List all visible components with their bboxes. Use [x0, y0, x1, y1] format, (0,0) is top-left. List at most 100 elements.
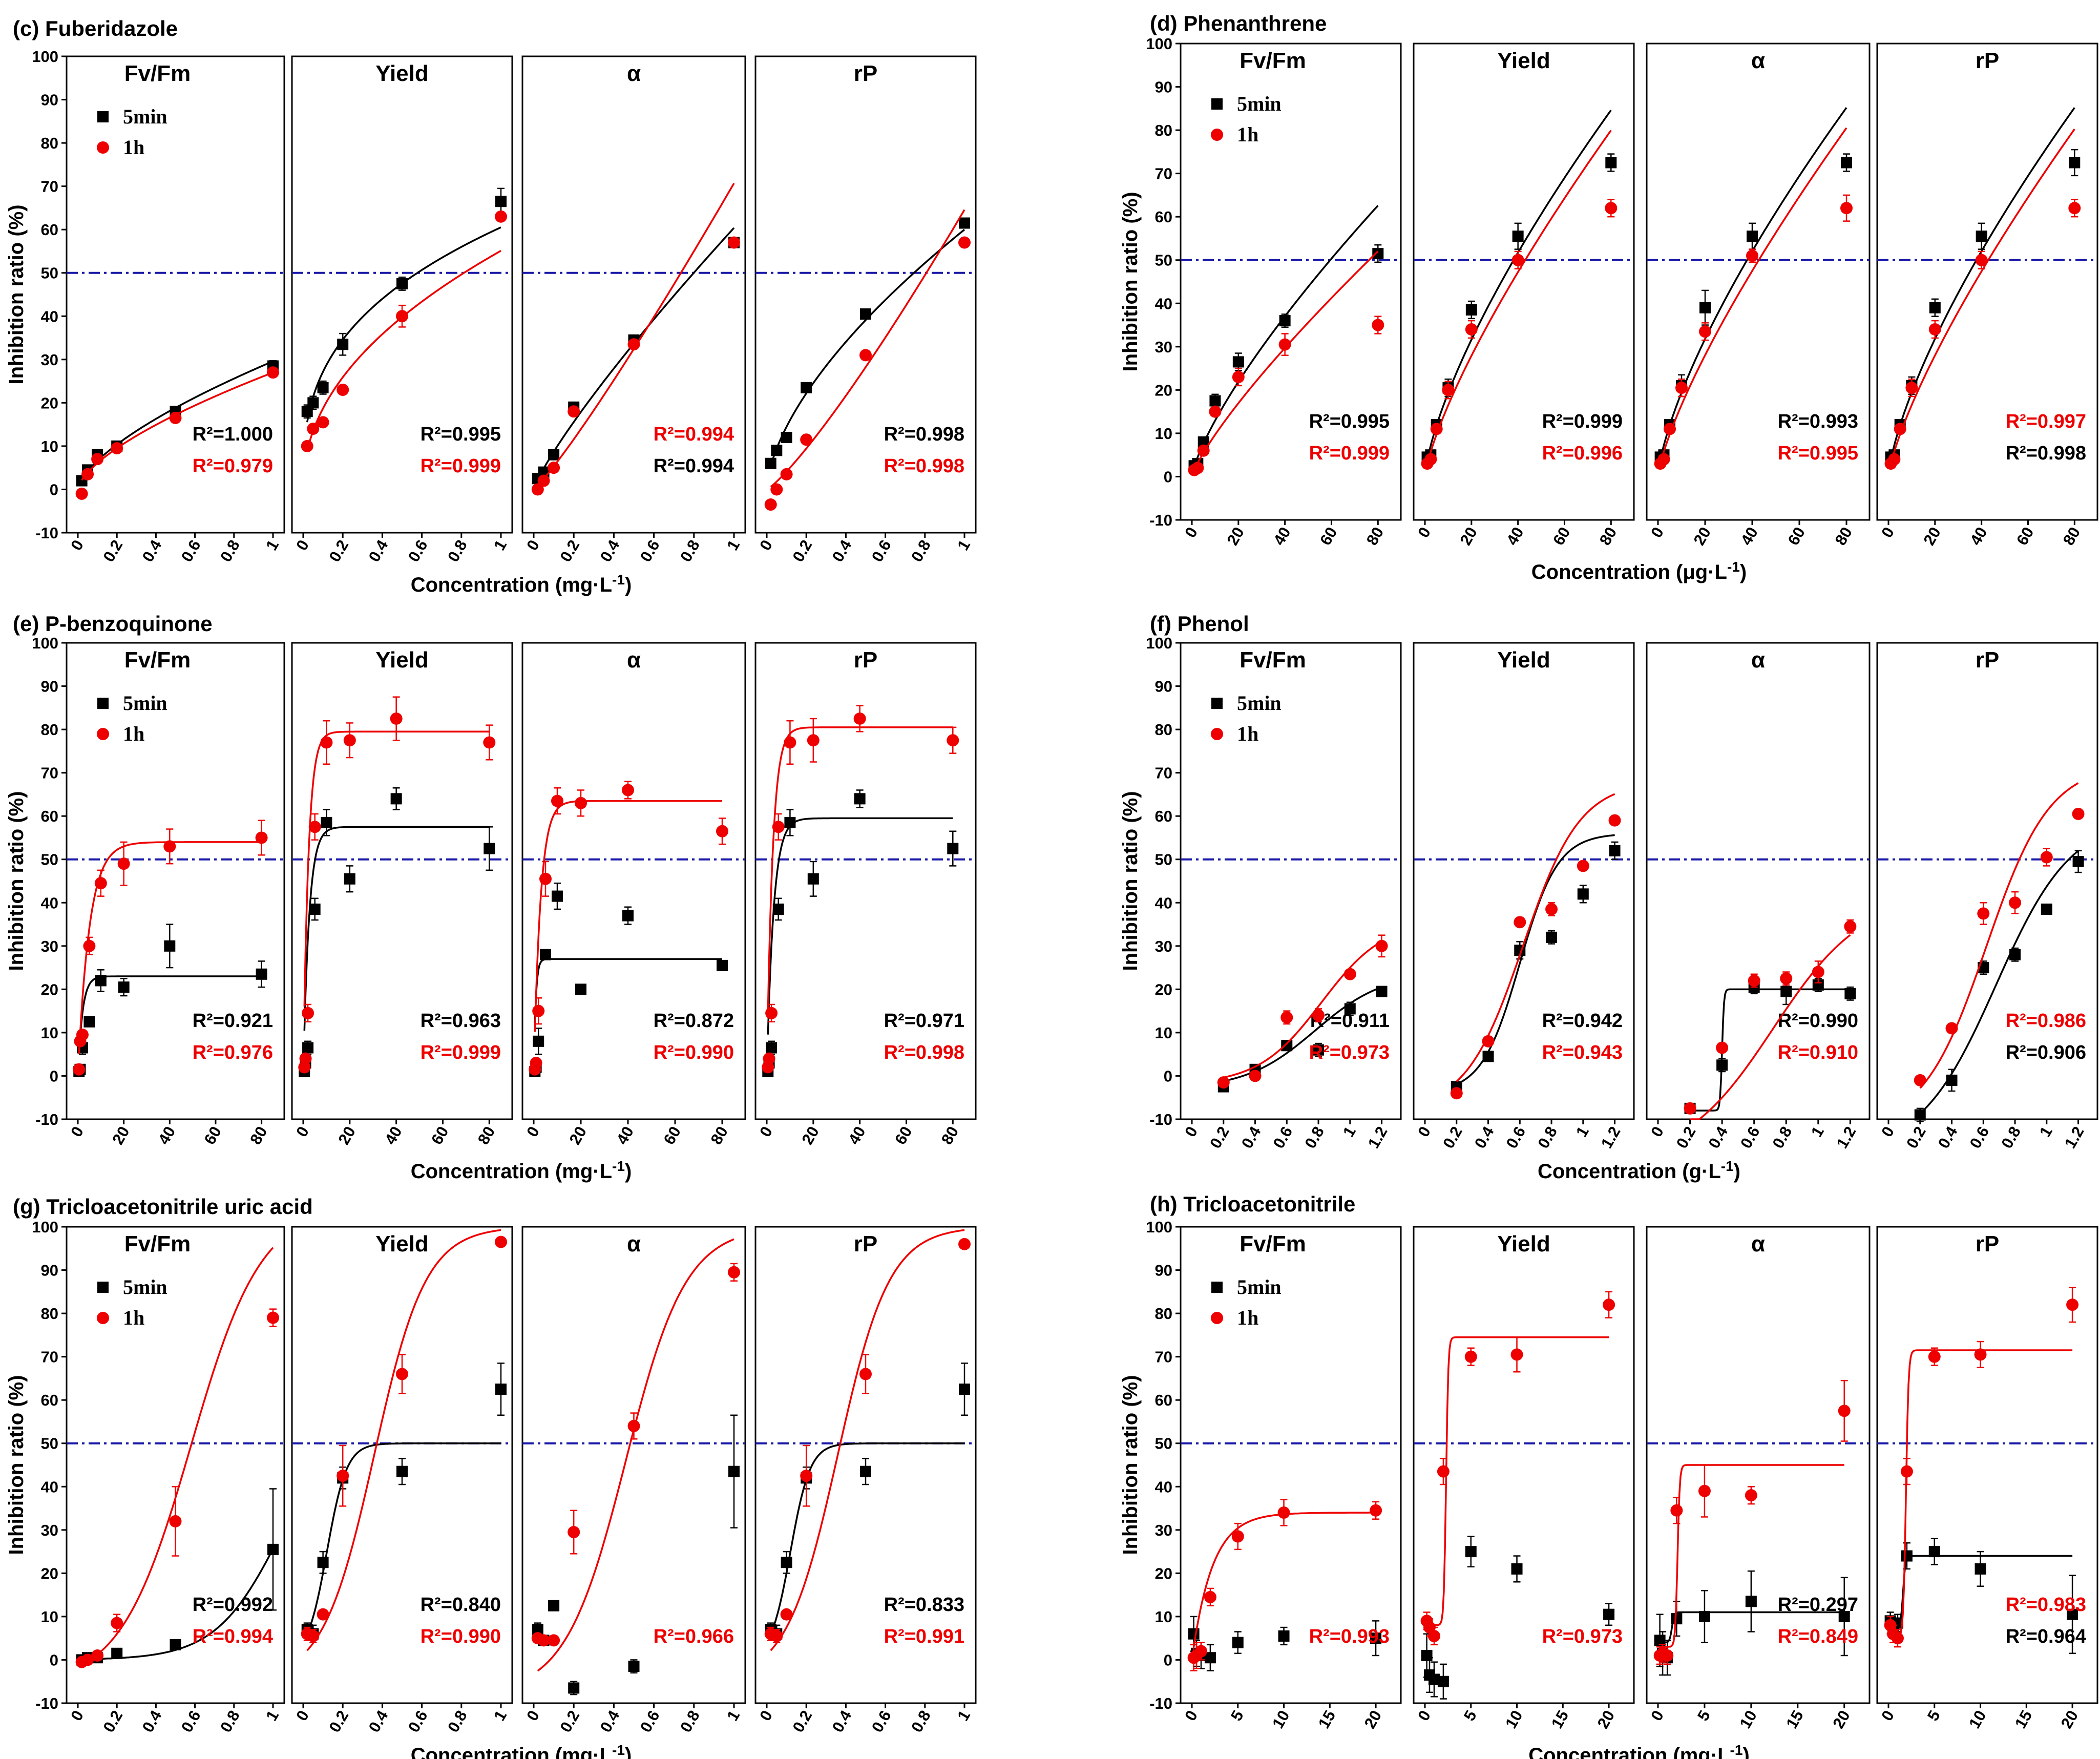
data-point-1h	[267, 1311, 279, 1324]
data-point-5min	[860, 308, 871, 320]
x-tick-label: 0	[67, 1123, 87, 1140]
data-point-5min	[1482, 1051, 1494, 1062]
data-point-1h	[1510, 1348, 1523, 1361]
y-tick-label: 30	[1155, 1521, 1172, 1539]
panel-5: (g) Tricloacetonitrile uric acid Inhibiti…	[5, 1195, 977, 1759]
data-point-1h	[267, 366, 279, 379]
data-point-5min	[1605, 157, 1617, 169]
x-tick-label: 1	[723, 537, 743, 553]
data-point-1h	[1780, 972, 1793, 985]
data-point-1h	[763, 1052, 775, 1065]
subplot-frame	[521, 1226, 746, 1704]
x-tick-label: 0.4	[1238, 1123, 1265, 1151]
r2-label-1h: R²=0.943	[1542, 1042, 1623, 1063]
y-axis-label: Inhibition ratio (%)	[1119, 1375, 1142, 1555]
x-tick-label: 0.6	[637, 1707, 663, 1735]
data-point-5min	[307, 397, 319, 409]
x-tick-label: 10	[1736, 1707, 1760, 1731]
y-tick-label: 100	[1146, 1218, 1172, 1236]
data-point-1h	[1232, 371, 1245, 383]
x-tick-label: 0	[1181, 524, 1201, 540]
subplot-frame	[1646, 43, 1871, 521]
fit-curve-1h	[1919, 782, 2079, 1089]
subplot-title: Fv/Fm	[1240, 1231, 1306, 1257]
y-tick-label: 0	[1164, 1651, 1172, 1669]
legend-marker-1h	[97, 1312, 109, 1324]
subplot-title: Fv/Fm	[124, 61, 191, 86]
subplot-title: rP	[854, 1231, 877, 1257]
y-tick-label: 70	[41, 764, 58, 782]
x-axis-label: Concentration (mg·L-1)	[1528, 1742, 1750, 1759]
data-point-5min	[1209, 395, 1221, 407]
data-point-5min	[309, 903, 321, 915]
data-point-5min	[1344, 1003, 1356, 1015]
y-tick-label: 20	[41, 980, 58, 998]
data-point-1h	[772, 821, 785, 833]
legend-marker-5min	[1211, 98, 1223, 110]
x-tick-label: 0	[1181, 1123, 1201, 1140]
r2-label-1h: R²=0.998	[884, 455, 964, 477]
y-tick-label: 50	[41, 264, 58, 282]
data-point-5min	[1512, 231, 1524, 242]
data-point-1h	[780, 468, 793, 480]
r2-label-1h: R²=0.979	[193, 455, 273, 477]
data-point-5min	[533, 1035, 544, 1047]
data-point-1h	[1699, 325, 1711, 338]
x-tick-label: 0.4	[829, 536, 855, 564]
data-point-5min	[717, 959, 728, 971]
data-point-5min	[83, 1016, 95, 1028]
data-point-5min	[1699, 302, 1711, 313]
subplot-Yield: Yield 0 20 40 60 80 R²=0.999 R²=0.996	[1413, 43, 1635, 548]
data-point-5min	[1188, 1628, 1200, 1640]
x-tick-label: 20	[2057, 1707, 2082, 1731]
legend-label-5min: 5min	[123, 105, 167, 128]
x-tick-label: 0.4	[139, 1707, 165, 1735]
legend: 5min 1h	[97, 1275, 167, 1329]
subplot-Fv/Fm: Fv/Fm 0 0.2 0.4 0.6 0.8 1 R²=0.992 R²=0.994	[66, 1226, 285, 1735]
data-point-5min	[1914, 1109, 1926, 1121]
y-tick-label: 20	[41, 1564, 58, 1582]
subplot-rP: rP 0 5 10 15 20 R²=0.964 R²=0.983	[1876, 1226, 2098, 1731]
x-tick-label: 0.8	[1998, 1123, 2024, 1151]
legend-marker-5min	[97, 111, 109, 122]
data-point-1h	[1745, 1489, 1757, 1502]
data-point-1h	[800, 1470, 813, 1482]
x-tick-label: 0.6	[1966, 1123, 1992, 1151]
x-tick-label: 1	[1808, 1123, 1828, 1140]
subplot-frame	[1413, 642, 1635, 1120]
data-point-5min	[801, 382, 812, 393]
x-tick-label: 5	[1227, 1707, 1247, 1724]
data-point-5min	[532, 1624, 543, 1636]
data-point-5min	[317, 382, 329, 393]
data-point-5min	[1465, 1546, 1477, 1558]
r2-label-1h: R²=0.996	[1542, 443, 1623, 464]
r2-label-5min: R²=0.971	[884, 1010, 964, 1032]
panel-2: (d) Phenanthrene Inhibition ratio (%) -10 0…	[1119, 11, 2098, 583]
fit-curve-5min	[1223, 986, 1382, 1082]
x-tick-label: 0	[67, 537, 87, 553]
y-tick-label: 20	[1155, 980, 1172, 998]
fit-curve-1h	[770, 1229, 965, 1651]
data-point-1h	[531, 483, 544, 496]
legend-marker-1h	[1211, 1312, 1223, 1324]
panel-label: (g) Tricloacetonitrile uric acid	[13, 1195, 313, 1219]
x-tick-label: 10	[1269, 1707, 1293, 1731]
y-tick-label: 10	[1155, 1024, 1172, 1042]
data-point-1h	[75, 487, 88, 500]
legend: 5min 1h	[1211, 1275, 1282, 1329]
y-tick-label: 50	[1155, 252, 1172, 269]
r2-label-5min: R²=0.999	[1542, 411, 1623, 432]
x-tick-label: 1.2	[1598, 1123, 1624, 1151]
data-point-5min	[548, 449, 560, 460]
data-point-1h	[1888, 453, 1901, 466]
data-point-5min	[301, 406, 313, 417]
data-point-1h	[1608, 814, 1621, 827]
y-tick-label: 100	[32, 634, 58, 652]
data-point-5min	[628, 1661, 640, 1672]
y-tick-label: 30	[1155, 338, 1172, 356]
data-point-1h	[568, 405, 580, 418]
data-point-1h	[483, 736, 496, 749]
subplot-frame	[754, 642, 977, 1120]
data-point-5min	[1376, 986, 1388, 997]
